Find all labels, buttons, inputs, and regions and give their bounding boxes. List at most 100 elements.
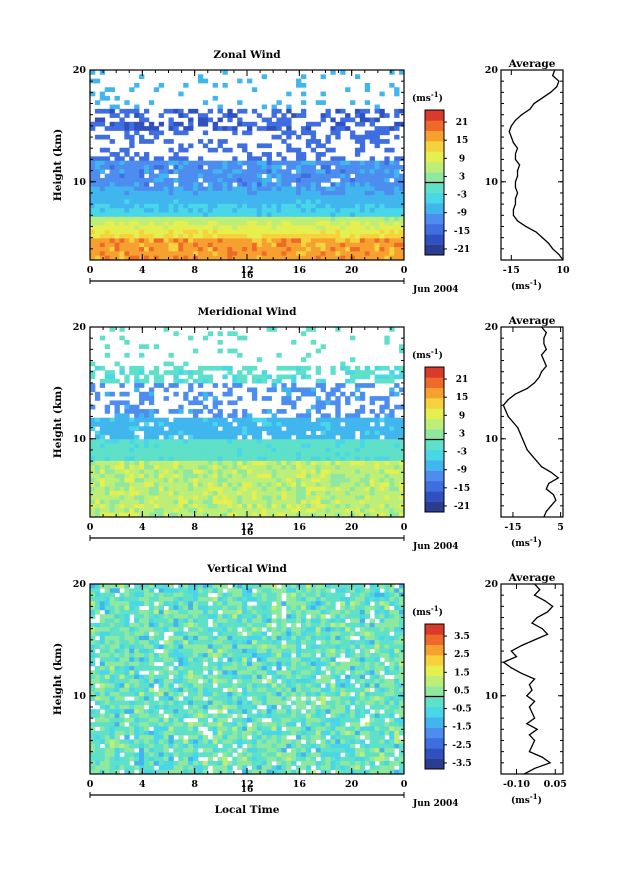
heatmap-cell bbox=[153, 234, 160, 239]
heatmap-cell bbox=[330, 584, 336, 589]
heatmap-cell bbox=[124, 460, 130, 466]
heatmap-cell bbox=[305, 596, 312, 602]
heatmap-cell bbox=[178, 143, 184, 149]
heatmap-cell bbox=[153, 512, 160, 518]
heatmap-cell bbox=[300, 422, 307, 427]
heatmap-cell bbox=[124, 242, 130, 248]
heatmap-cell bbox=[202, 173, 209, 179]
heatmap-cell bbox=[104, 584, 111, 589]
heatmap-cell bbox=[310, 614, 317, 619]
heatmap-cell bbox=[104, 640, 111, 645]
heatmap-cell bbox=[369, 195, 375, 200]
heatmap-cell bbox=[163, 439, 169, 444]
heatmap-cell bbox=[227, 443, 233, 449]
heatmap-cell bbox=[237, 426, 243, 432]
heatmap-cell bbox=[227, 618, 233, 624]
heatmap-cell bbox=[379, 618, 385, 624]
heatmap-cell bbox=[276, 460, 282, 466]
heatmap-cell bbox=[129, 409, 135, 414]
heatmap-cell bbox=[305, 177, 312, 183]
heatmap-cell bbox=[340, 383, 346, 388]
heatmap-cell bbox=[335, 614, 341, 619]
heatmap-cell bbox=[222, 216, 228, 222]
heatmap-cell bbox=[271, 478, 277, 483]
heatmap-cell bbox=[207, 409, 214, 414]
heatmap-cell bbox=[374, 378, 380, 384]
heatmap-cell bbox=[256, 443, 263, 449]
heatmap-cell bbox=[168, 486, 174, 492]
heatmap-cell bbox=[163, 169, 169, 175]
heatmap-cell bbox=[217, 486, 223, 492]
heatmap-cell bbox=[158, 251, 164, 257]
heatmap-cell bbox=[359, 113, 366, 118]
heatmap-cell bbox=[310, 473, 317, 479]
heatmap-cell bbox=[325, 251, 331, 257]
heatmap-cell bbox=[212, 255, 218, 261]
heatmap-cell bbox=[281, 117, 287, 123]
heatmap-cell bbox=[163, 182, 169, 187]
heatmap-cell bbox=[163, 614, 169, 619]
heatmap-cell bbox=[158, 430, 164, 436]
heatmap-cell bbox=[266, 247, 272, 252]
heatmap-cell bbox=[222, 631, 228, 637]
heatmap-cell bbox=[237, 443, 243, 449]
heatmap-cell bbox=[90, 635, 96, 641]
heatmap-cell bbox=[251, 195, 258, 200]
heatmap-cell bbox=[315, 156, 321, 162]
heatmap-cell bbox=[399, 601, 405, 606]
heatmap-cell bbox=[237, 374, 243, 380]
heatmap-cell bbox=[251, 614, 258, 619]
heatmap-cell bbox=[217, 339, 223, 345]
colorbar-tick-label: 21 bbox=[456, 375, 469, 385]
heatmap-cell bbox=[350, 229, 356, 235]
heatmap-cell bbox=[354, 452, 361, 457]
heatmap-cell bbox=[325, 199, 331, 205]
heatmap-cell bbox=[94, 242, 101, 248]
heatmap-cell bbox=[389, 601, 395, 606]
heatmap-cell bbox=[305, 504, 312, 509]
heatmap-cell bbox=[197, 622, 204, 628]
heatmap-cell bbox=[335, 216, 341, 222]
heatmap-cell bbox=[99, 512, 106, 518]
heatmap-cell bbox=[325, 229, 331, 235]
heatmap-cell bbox=[276, 596, 282, 602]
heatmap-cell bbox=[212, 251, 218, 257]
heatmap-cell bbox=[129, 627, 135, 632]
heatmap-cell bbox=[251, 87, 258, 92]
heatmap-cell bbox=[310, 508, 317, 514]
heatmap-cell bbox=[354, 160, 361, 166]
heatmap-cell bbox=[315, 225, 321, 231]
heatmap-cell bbox=[247, 422, 253, 427]
colorbar-segment bbox=[425, 377, 444, 389]
heatmap-cell bbox=[134, 504, 140, 509]
heatmap-cell bbox=[129, 404, 135, 410]
heatmap-cell bbox=[276, 409, 282, 414]
heatmap-cell bbox=[148, 400, 155, 406]
heatmap-cell bbox=[369, 618, 375, 624]
heatmap-cell bbox=[389, 186, 395, 192]
profile-point bbox=[524, 443, 526, 445]
heatmap-cell bbox=[281, 121, 287, 127]
heatmap-cell bbox=[227, 365, 233, 371]
heatmap-cell bbox=[310, 627, 317, 632]
heatmap-cell bbox=[364, 508, 371, 514]
heatmap-cell bbox=[247, 452, 253, 457]
heatmap-cell bbox=[335, 504, 341, 509]
profile-point bbox=[543, 359, 545, 362]
heatmap-cell bbox=[276, 251, 282, 257]
heatmap-cell bbox=[251, 208, 258, 213]
heatmap-cell bbox=[335, 186, 341, 192]
heatmap-cell bbox=[251, 173, 258, 179]
heatmap-cell bbox=[124, 640, 130, 645]
heatmap-cell bbox=[276, 126, 282, 131]
heatmap-cell bbox=[379, 640, 385, 645]
heatmap-cell bbox=[119, 452, 125, 457]
heatmap-cell bbox=[384, 614, 390, 619]
heatmap-cell bbox=[124, 430, 130, 436]
heatmap-cell bbox=[374, 139, 380, 144]
heatmap-cell bbox=[94, 456, 101, 462]
heatmap-cell bbox=[119, 383, 125, 388]
profile-point bbox=[505, 410, 507, 412]
heatmap-cell bbox=[129, 177, 135, 183]
heatmap-cell bbox=[168, 361, 174, 367]
